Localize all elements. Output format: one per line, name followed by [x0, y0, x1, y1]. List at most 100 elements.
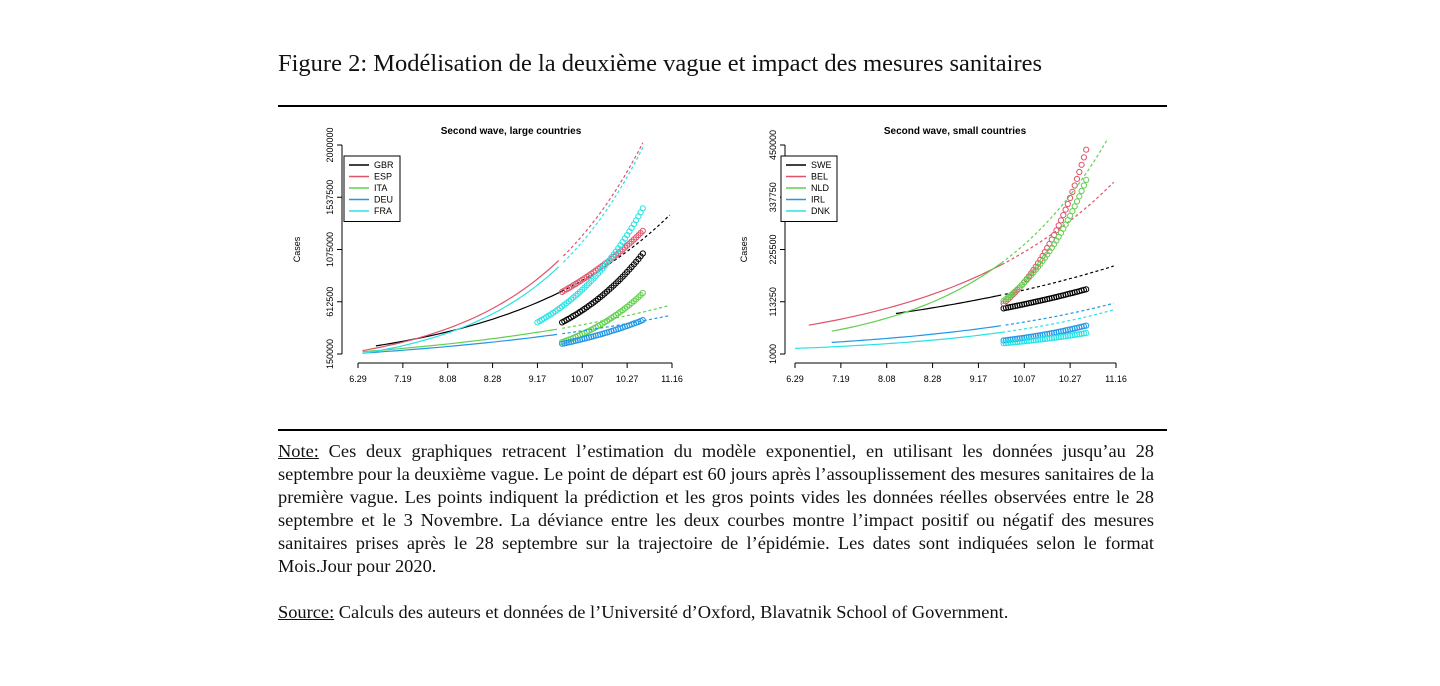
- observed-point-nld: [1078, 187, 1085, 195]
- observed-point-dnk: [1002, 340, 1009, 347]
- series-irl: [831, 302, 1114, 344]
- observed-point-dnk: [1083, 330, 1090, 337]
- observed-point-dnk: [1046, 335, 1053, 342]
- observed-point-bel: [1062, 206, 1069, 213]
- observed-point-bel: [1060, 212, 1067, 219]
- source-text: Calculs des auteurs et données de l’Univ…: [334, 602, 1009, 622]
- x-tick-label: 6.29: [349, 374, 367, 384]
- observed-point-dnk: [1078, 330, 1085, 337]
- observed-point-irl: [1060, 327, 1067, 334]
- chart-title: Second wave, small countries: [884, 126, 1027, 137]
- observed-point-dnk: [1073, 331, 1081, 338]
- series-deu: [362, 315, 670, 354]
- legend-label-swe: SWE: [811, 160, 832, 170]
- fit-line-irl: [831, 325, 1001, 343]
- observed-point-deu: [639, 317, 646, 324]
- fit-line-fra: [362, 266, 560, 354]
- observed-point-dnk: [1032, 337, 1039, 344]
- observed-point-fra: [639, 205, 646, 212]
- observed-point-dnk: [1037, 336, 1044, 343]
- y-tick-label: 2000000: [325, 127, 335, 162]
- x-tick-label: 11.16: [1105, 374, 1127, 384]
- observed-point-nld: [1073, 198, 1081, 205]
- y-tick-label: 150000: [325, 339, 335, 369]
- observed-point-swe: [1030, 299, 1037, 306]
- observed-point-dnk: [1067, 332, 1074, 339]
- y-tick-label: 225500: [768, 234, 778, 264]
- observed-point-bel: [1064, 200, 1071, 208]
- y-axis-label: Cases: [292, 236, 302, 262]
- observed-point-bel: [1080, 154, 1087, 161]
- prediction-line-gbr: [561, 214, 671, 292]
- y-tick-label: 337750: [768, 182, 778, 212]
- series-bel: [808, 146, 1115, 326]
- fit-line-swe: [895, 294, 1002, 315]
- y-tick-label: 1000: [768, 344, 778, 364]
- legend-label-fra: FRA: [374, 206, 392, 216]
- top-rule: [278, 105, 1167, 107]
- observed-point-dnk: [1076, 331, 1083, 338]
- observed-point-dnk: [1041, 335, 1048, 343]
- chart-panel-small-countries: Second wave, small countries Cases 1000 113…: [739, 126, 1127, 384]
- observed-point-dnk: [1034, 336, 1042, 343]
- figure-source: Source: Calculs des auteurs et données d…: [278, 601, 1178, 624]
- legend-label-nld: NLD: [811, 183, 830, 193]
- observed-point-dnk: [1025, 337, 1032, 344]
- y-tick-label: 1075000: [325, 232, 335, 267]
- observed-point-dnk: [1039, 336, 1046, 343]
- prediction-line-nld: [1001, 139, 1108, 264]
- x-tick-label: 10.27: [1059, 374, 1082, 384]
- observed-point-dnk: [1048, 335, 1055, 342]
- observed-point-dnk: [1018, 338, 1026, 345]
- observed-point-dnk: [1069, 332, 1076, 339]
- observed-point-dnk: [1028, 337, 1035, 344]
- x-tick-label: 6.29: [786, 374, 804, 384]
- observed-point-nld: [1067, 212, 1074, 219]
- x-tick-label: 11.16: [661, 374, 683, 384]
- series-nld: [831, 139, 1108, 332]
- observed-point-bel: [1069, 188, 1076, 196]
- x-tick-label: 7.19: [394, 374, 412, 384]
- prediction-line-esp: [562, 142, 644, 257]
- observed-point-dnk: [1044, 335, 1051, 342]
- observed-point-nld: [1080, 182, 1087, 189]
- legend-label-bel: BEL: [811, 172, 828, 182]
- figure-note: Note: Ces deux graphiques retracent l’es…: [278, 440, 1154, 578]
- series-swe: [895, 265, 1114, 315]
- legend-label-esp: ESP: [374, 172, 392, 182]
- observed-point-dnk: [1060, 333, 1067, 340]
- y-tick-label: 612500: [325, 287, 335, 317]
- observed-point-gbr: [639, 250, 646, 257]
- observed-point-irl: [1083, 322, 1090, 329]
- chart-title: Second wave, large countries: [441, 126, 582, 137]
- prediction-line-fra: [562, 147, 644, 263]
- observed-point-deu: [561, 340, 568, 347]
- observed-point-dnk: [1005, 339, 1012, 346]
- observed-point-bel: [1055, 222, 1062, 229]
- observed-point-dnk: [1057, 333, 1065, 340]
- chart-panel-large-countries: Second wave, large countries Cases 150000 6…: [292, 126, 683, 384]
- observed-point-dnk: [1016, 338, 1023, 345]
- observed-point-nld: [1083, 176, 1090, 184]
- x-tick-label: 10.07: [571, 374, 594, 384]
- legend-label-ita: ITA: [374, 183, 387, 193]
- observed-point-dnk: [1053, 334, 1060, 341]
- observed-point-bel: [1073, 175, 1081, 183]
- observed-point-dnk: [1080, 330, 1087, 337]
- x-tick-label: 10.27: [616, 374, 639, 384]
- source-label: Source:: [278, 602, 335, 622]
- x-tick-label: 8.28: [924, 374, 942, 384]
- legend-label-dnk: DNK: [811, 206, 830, 216]
- fit-line-bel: [808, 263, 1003, 326]
- observed-point-deu: [559, 340, 566, 347]
- observed-point-bel: [1057, 217, 1065, 224]
- x-tick-label: 8.08: [439, 374, 457, 384]
- series-esp: [362, 142, 646, 352]
- series-fra: [362, 147, 646, 354]
- y-axis-label: Cases: [739, 236, 749, 262]
- prediction-line-irl: [1005, 302, 1114, 326]
- fit-line-deu: [362, 333, 558, 354]
- observed-point-dnk: [1062, 333, 1069, 340]
- observed-point-swe: [1083, 286, 1090, 293]
- fit-line-ita: [362, 328, 558, 353]
